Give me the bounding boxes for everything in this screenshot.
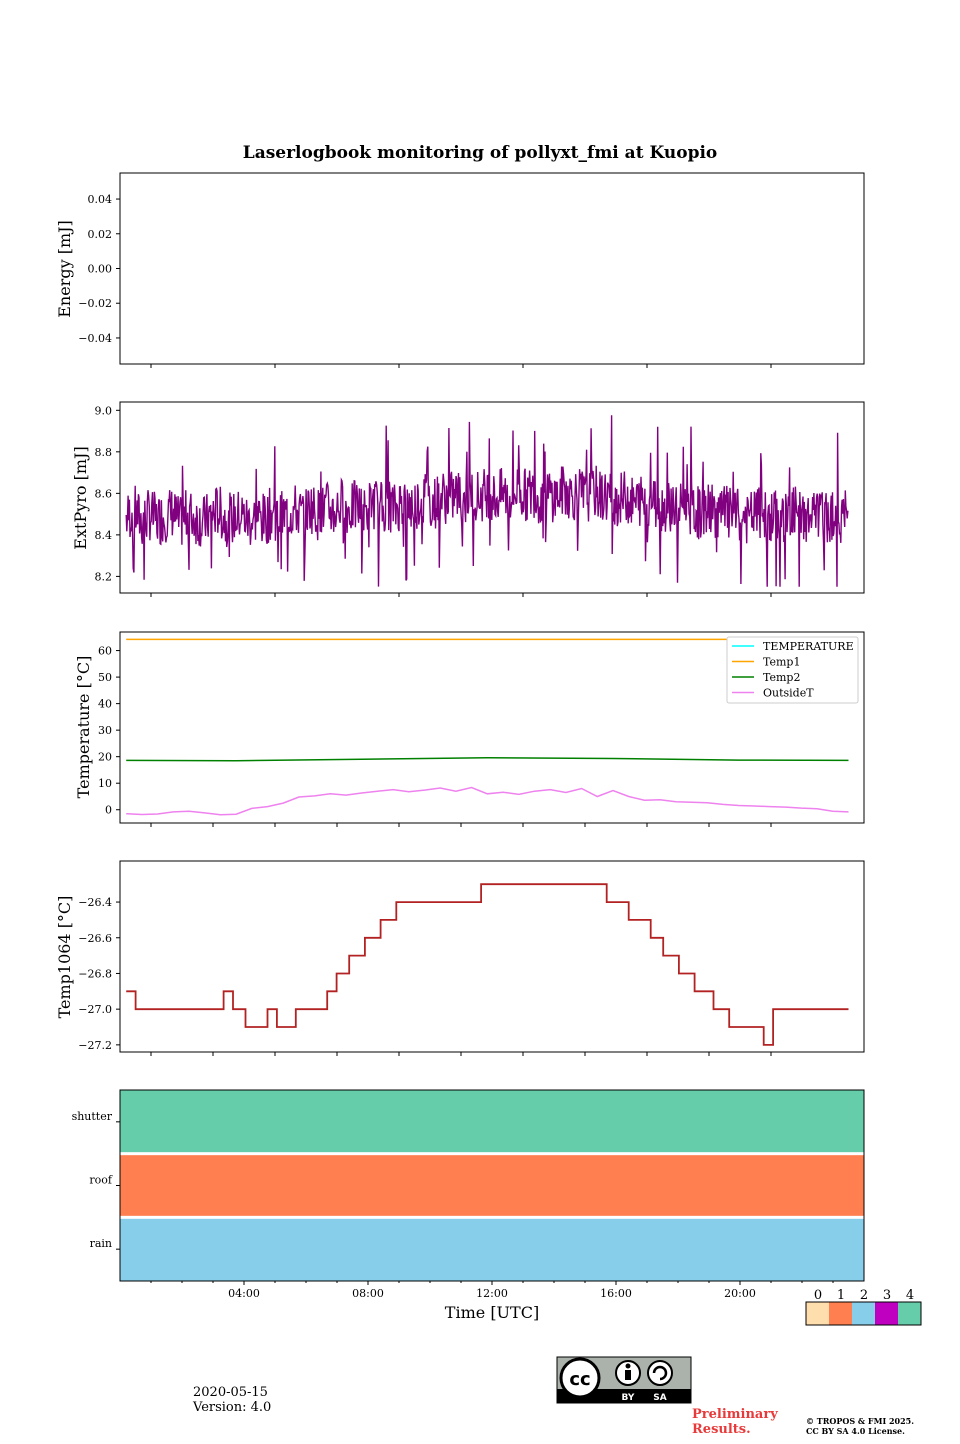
temperature-ytick-label: 40: [98, 698, 112, 711]
colorbar-label: 2: [860, 1288, 868, 1303]
shutter-row-label: shutter: [72, 1110, 113, 1123]
temperature-ytick-label: 20: [98, 751, 112, 764]
energy-ylabel: Energy [mJ]: [55, 220, 74, 318]
cc-by-sa-logo: cc BY SA: [556, 1356, 692, 1404]
energy-plot-frame: [119, 172, 865, 365]
temp2-line: [126, 756, 849, 762]
colorbar-swatch: [806, 1302, 829, 1325]
colorbar-label: 4: [906, 1288, 914, 1303]
colorbar-swatch: [875, 1302, 898, 1325]
energy-ytick-label: −0.04: [78, 332, 112, 345]
temperature-ytick-label: 60: [98, 645, 112, 658]
legend-label: Temp1: [763, 656, 800, 669]
chart-title: Laserlogbook monitoring of pollyxt_fmi a…: [243, 143, 718, 163]
preliminary-line-1: Preliminary: [692, 1407, 778, 1422]
extpyro-ytick-label: 9.0: [95, 404, 113, 417]
extpyro-ytick-label: 8.6: [95, 487, 113, 500]
extpyro-ytick-label: 8.8: [95, 446, 113, 459]
x-tick-label: 08:00: [352, 1287, 384, 1300]
outsidet-line: [126, 786, 849, 816]
copyright-line-2: CC BY SA 4.0 License.: [806, 1426, 905, 1436]
temperature-ytick-label: 10: [98, 777, 112, 790]
copyright-line-1: © TROPOS & FMI 2025.: [806, 1416, 914, 1426]
x-tick-label: 12:00: [476, 1287, 508, 1300]
colorbar-swatch: [829, 1302, 852, 1325]
energy-ytick-label: −0.02: [78, 297, 112, 310]
x-tick-label: 20:00: [724, 1287, 756, 1300]
extpyro-plot-frame: [119, 401, 865, 594]
temp1064-ytick-label: −27.0: [78, 1003, 112, 1016]
cc-icon: [559, 1357, 601, 1399]
colorbar-label: 3: [883, 1288, 891, 1303]
x-axis-label: Time [UTC]: [445, 1303, 539, 1322]
energy-ytick-label: 0.04: [88, 193, 113, 206]
version-label: Version: 4.0: [192, 1400, 271, 1415]
preliminary-line-2: Results.: [692, 1422, 751, 1437]
temperature-ytick-label: 50: [98, 671, 112, 684]
temperature-panel: 60 50 40 30 20 10 0 Temperature [°C] TEMPERATU…: [74, 631, 865, 827]
temperature-ylabel: Temperature [°C]: [74, 656, 93, 799]
legend-label: OutsideT: [763, 687, 814, 700]
energy-ytick-label: 0.02: [88, 228, 113, 241]
legend-label: Temp2: [763, 671, 800, 684]
extpyro-ytick-label: 8.2: [95, 570, 113, 583]
date-label: 2020-05-15: [193, 1385, 268, 1400]
colorbar-frame: [805, 1301, 922, 1326]
temperature-legend: TEMPERATURE Temp1 Temp2 OutsideT: [726, 636, 859, 704]
temp1064-line: [126, 883, 849, 1046]
temp1064-ytick-label: −26.4: [78, 896, 112, 909]
temp1064-ylabel: Temp1064 [°C]: [55, 896, 74, 1019]
rain-row-label: rain: [90, 1237, 112, 1250]
rain-status-bar: [120, 1218, 864, 1281]
extpyro-ylabel: ExtPyro [mJ]: [71, 446, 90, 549]
temp1064-ytick-label: −26.6: [78, 932, 112, 945]
temp1064-ytick-label: −26.8: [78, 967, 112, 980]
share-alike-icon: [647, 1360, 673, 1386]
by-text: BY: [622, 1393, 635, 1403]
colorbar-swatch: [898, 1302, 921, 1325]
temp1064-plot-frame: [119, 860, 865, 1053]
sa-text: SA: [653, 1393, 666, 1403]
temperature-plot-frame: [119, 631, 865, 824]
temp1064-ytick-label: −27.2: [78, 1039, 112, 1052]
status-panel: shutter roof rain 04:00 08:00 12:00 16:00 20:0…: [72, 1089, 865, 1322]
cc-text: cc: [569, 1369, 590, 1390]
x-tick-label: 04:00: [228, 1287, 260, 1300]
colorbar-label: 1: [837, 1288, 845, 1303]
status-plot-frame: [119, 1089, 865, 1282]
extpyro-ytick-label: 8.4: [95, 529, 113, 542]
energy-panel: 0.04 0.02 0.00 −0.02 −0.04 Energy [mJ]: [55, 172, 865, 368]
roof-row-label: roof: [89, 1174, 113, 1187]
temperature-ytick-label: 0: [105, 804, 112, 817]
colorbar-label: 0: [814, 1288, 822, 1303]
temperature-ytick-label: 30: [98, 724, 112, 737]
extpyro-line: [125, 415, 849, 587]
colorbar-swatch: [852, 1302, 875, 1325]
temp1064-panel: −26.4 −26.6 −26.8 −27.0 −27.2 Temp1064 [°C]: [55, 860, 865, 1056]
energy-ytick-label: 0.00: [88, 263, 113, 276]
roof-status-bar: [120, 1155, 864, 1216]
legend-label: TEMPERATURE: [763, 640, 854, 653]
x-tick-label: 16:00: [600, 1287, 632, 1300]
extpyro-panel: 9.0 8.8 8.6 8.4 8.2 ExtPyro [mJ]: [71, 401, 865, 597]
shutter-status-bar: [120, 1090, 864, 1153]
